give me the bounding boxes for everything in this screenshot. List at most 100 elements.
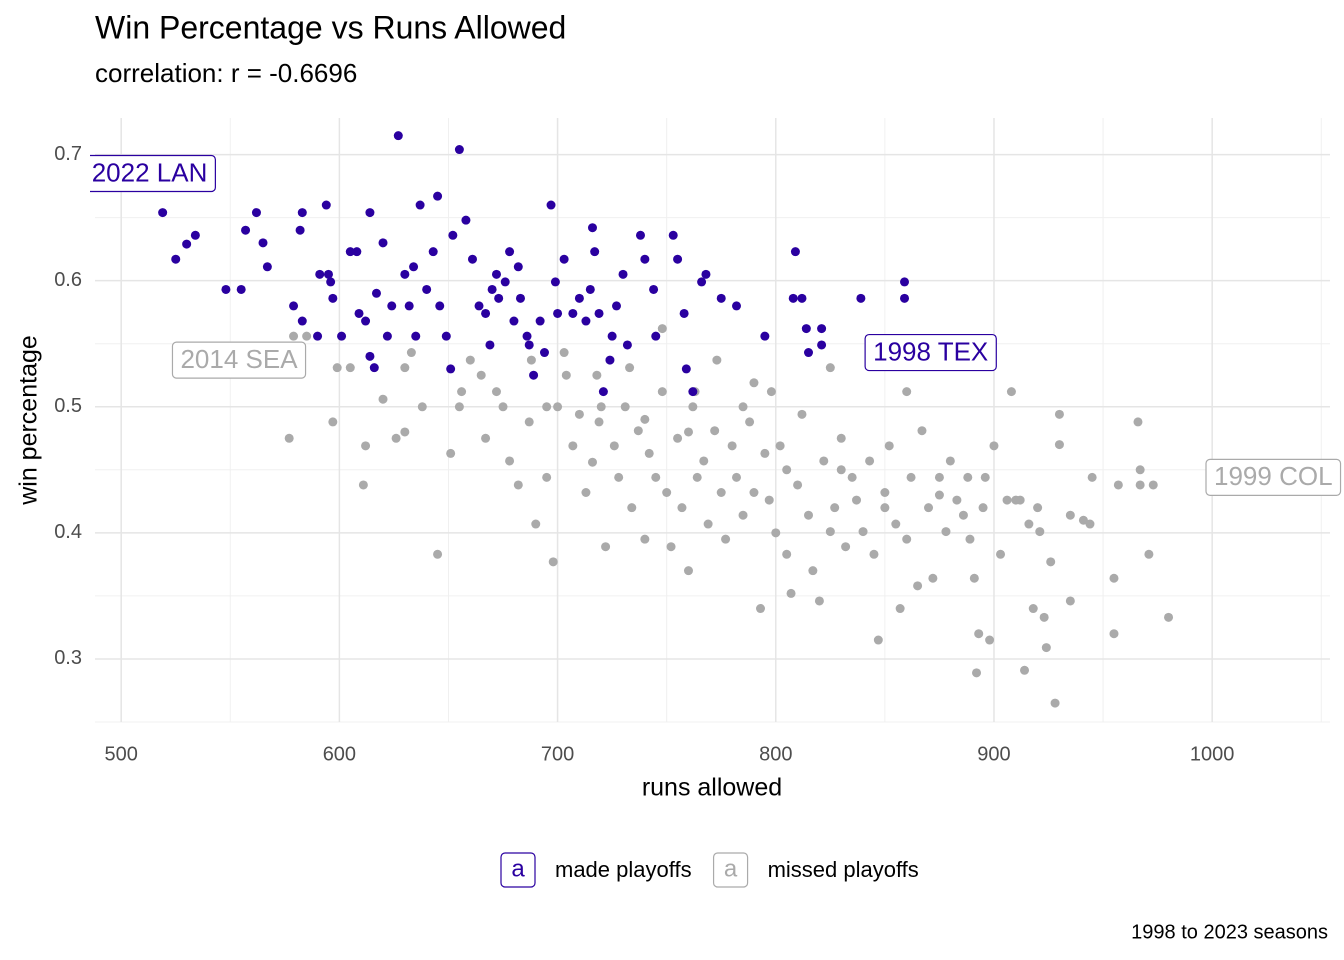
point [662, 488, 672, 498]
x-tick-label: 500 [104, 743, 137, 765]
point [328, 293, 338, 303]
point [804, 510, 814, 520]
point [1050, 698, 1060, 708]
point [428, 247, 438, 257]
x-axis-title: runs allowed [642, 774, 782, 802]
point [561, 370, 571, 380]
point [526, 355, 536, 365]
point [559, 254, 569, 264]
point [952, 495, 962, 505]
point [688, 387, 698, 397]
point [657, 324, 667, 334]
y-tick-label: 0.3 [54, 647, 82, 669]
point [797, 409, 807, 419]
point [524, 340, 534, 350]
point [1054, 409, 1064, 419]
point [727, 441, 737, 451]
point [494, 293, 504, 303]
point [745, 417, 755, 427]
point [841, 542, 851, 552]
point [1148, 480, 1158, 490]
point [262, 262, 272, 272]
annotation-box [1205, 458, 1342, 496]
point [683, 566, 693, 576]
point [972, 668, 982, 678]
point [771, 528, 781, 538]
point [596, 402, 606, 412]
point [1046, 557, 1056, 567]
point [354, 308, 364, 318]
point [902, 534, 912, 544]
point [775, 441, 785, 451]
chart-title: Win Percentage vs Runs Allowed [95, 9, 566, 45]
point [618, 269, 628, 279]
point [880, 488, 890, 498]
point [1164, 612, 1174, 622]
point [531, 519, 541, 529]
point [766, 387, 776, 397]
point [782, 549, 792, 559]
point [513, 480, 523, 490]
point [1002, 495, 1012, 505]
point [640, 534, 650, 544]
point [590, 247, 600, 257]
point [601, 542, 611, 552]
point [683, 427, 693, 437]
point [614, 472, 624, 482]
point [869, 549, 879, 559]
chart-subtitle: correlation: r = -0.6696 [95, 58, 357, 88]
point [361, 316, 371, 326]
point [190, 230, 200, 240]
point [738, 402, 748, 412]
annotation-box [171, 341, 307, 379]
point [978, 503, 988, 513]
point [668, 230, 678, 240]
point [236, 284, 246, 294]
point [465, 355, 475, 365]
point [1085, 519, 1095, 529]
point [522, 331, 532, 341]
point [422, 284, 432, 294]
point [548, 557, 558, 567]
point [1041, 643, 1051, 653]
point [1133, 417, 1143, 427]
point [716, 293, 726, 303]
point [681, 364, 691, 374]
point [891, 519, 901, 529]
point [598, 387, 608, 397]
point [858, 527, 868, 537]
point [251, 208, 261, 218]
point [387, 301, 397, 311]
point [873, 635, 883, 645]
point [550, 277, 560, 287]
point [980, 472, 990, 482]
point [505, 456, 515, 466]
point [221, 284, 231, 294]
point [332, 363, 342, 373]
point [666, 542, 676, 552]
point [371, 288, 381, 298]
point [817, 340, 827, 350]
point [289, 301, 299, 311]
point [801, 324, 811, 334]
point [749, 378, 759, 388]
point [542, 402, 552, 412]
y-tick-label: 0.7 [54, 143, 82, 165]
point [605, 355, 615, 365]
point [804, 348, 814, 358]
point [1135, 480, 1145, 490]
point [847, 472, 857, 482]
point [782, 465, 792, 475]
point [587, 457, 597, 467]
point [391, 433, 401, 443]
point [574, 409, 584, 419]
point [716, 488, 726, 498]
legend-label: missed playoffs [768, 857, 919, 882]
point [559, 348, 569, 358]
point [611, 301, 621, 311]
legend-key [500, 852, 536, 888]
point [712, 355, 722, 365]
x-tick-label: 900 [977, 743, 1010, 765]
point [553, 402, 563, 412]
